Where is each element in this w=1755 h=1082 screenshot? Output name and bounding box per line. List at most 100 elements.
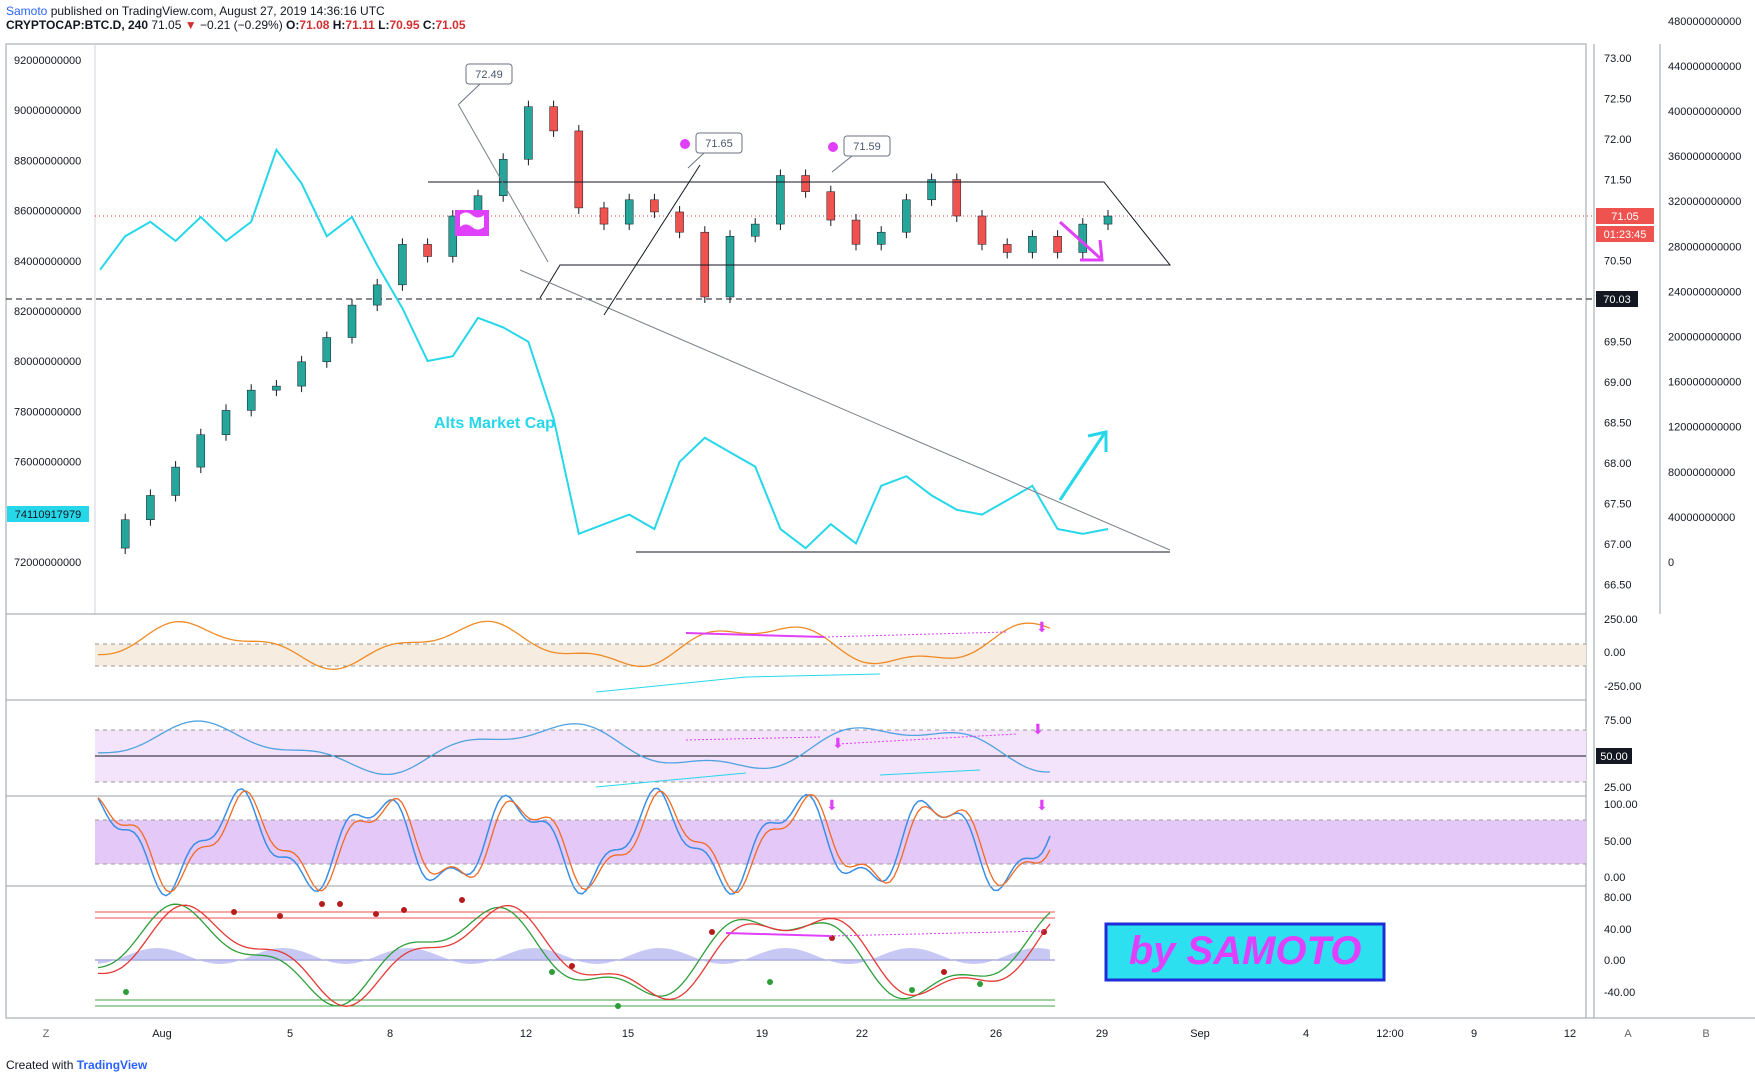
cross-dot: [941, 969, 947, 975]
candle: [977, 215, 987, 245]
left-tick-label: 90000000000: [14, 105, 81, 117]
alts-annotation: Alts Market Cap: [434, 415, 555, 432]
cross-dot: [401, 907, 407, 913]
svg-text:71.59: 71.59: [853, 141, 881, 153]
right-tick-label: 72.00: [1604, 134, 1632, 146]
time-tick-label: Sep: [1190, 1028, 1210, 1040]
cross-dot: [709, 929, 715, 935]
far-right-tick-label: 200000000000: [1668, 332, 1741, 344]
alts-market-cap-line: [99, 147, 1109, 550]
rsi-mid-label-bg: [1596, 748, 1632, 764]
time-tick-label: 12: [1564, 1028, 1576, 1040]
time-tick-label: 12: [520, 1028, 532, 1040]
candle: [549, 106, 558, 132]
stoch-pane: ⬇ ⬇: [5, 787, 1587, 897]
svg-text:0.00: 0.00: [1604, 955, 1625, 967]
candle: [1028, 236, 1037, 253]
far-right-tick-label: 0: [1668, 557, 1674, 569]
right-dominance-axis: 73.00 72.50 72.00 71.50 70.50 69.50 69.00 68.50…: [1604, 53, 1632, 592]
wavetrend-pane: by SAMOTO: [5, 885, 1587, 1019]
wedge-upper-trendline: [457, 103, 549, 263]
arrow-down-icon: ⬇: [826, 797, 838, 813]
far-right-tick-label: 320000000000: [1668, 196, 1741, 208]
svg-text:0.00: 0.00: [1604, 647, 1625, 659]
arrow-down-icon: ⬇: [1032, 721, 1044, 737]
left-tick-label: 80000000000: [14, 356, 81, 368]
svg-text:100.00: 100.00: [1604, 799, 1638, 811]
svg-text:0.00: 0.00: [1604, 872, 1625, 884]
time-tick-label: 8: [387, 1028, 393, 1040]
svg-text:80.00: 80.00: [1604, 892, 1632, 904]
right-tick-label: 71.50: [1604, 175, 1632, 187]
created-with-text: Created with: [6, 1058, 74, 1072]
time-tick-label: 26: [990, 1028, 1002, 1040]
candle: [624, 199, 634, 225]
tradingview-logo[interactable]: TradingView: [76, 1058, 148, 1072]
right-tick-label: 70.50: [1604, 256, 1632, 268]
open-value: 71.08: [299, 18, 330, 32]
svg-text:-40.00: -40.00: [1604, 987, 1635, 999]
candle: [448, 215, 458, 257]
svg-text:71.05: 71.05: [1611, 211, 1639, 223]
svg-text:40.00: 40.00: [1604, 924, 1632, 936]
candle: [297, 361, 306, 387]
cross-dot: [277, 913, 283, 919]
right-tick-label: 72.50: [1604, 94, 1632, 106]
indicator-axes: 250.00 0.00 -250.00 75.00 25.00 100.00 5…: [1604, 614, 1641, 999]
time-axis: Aug 5 8 12 15 19 22 26 29 Sep 4 12:00 9 12 Z A B: [6, 1017, 1755, 1040]
left-tick-label: 88000000000: [14, 155, 81, 167]
candle: [750, 223, 760, 237]
left-tick-label: 84000000000: [14, 256, 81, 268]
signature-box: by SAMOTO: [1104, 922, 1386, 982]
author-link[interactable]: Samoto: [6, 4, 48, 18]
far-right-tick-label: 280000000000: [1668, 241, 1741, 253]
candle: [1053, 236, 1062, 253]
candle: [599, 207, 609, 225]
low-value: 70.95: [389, 18, 420, 32]
far-right-tick-label: 160000000000: [1668, 377, 1741, 389]
candle: [524, 106, 533, 160]
info-icon: [828, 142, 838, 152]
z-button[interactable]: Z: [43, 1028, 50, 1040]
cross-dot: [319, 901, 325, 907]
cross-dot: [549, 969, 555, 975]
cross-dot: [767, 979, 773, 985]
arrow-down-icon: ⬇: [1036, 797, 1048, 813]
left-tick-label: 78000000000: [14, 406, 81, 418]
down-projection-arrow: [1058, 220, 1104, 262]
svg-text:50.00: 50.00: [1604, 836, 1632, 848]
callout-71-65: 71.65: [680, 132, 743, 169]
cross-dot: [569, 963, 575, 969]
far-right-tick-label: 400000000000: [1668, 106, 1741, 118]
candle: [120, 519, 130, 549]
main-pane: 72.49 71.65 71.59 Alts Market Cap 920000…: [5, 16, 1741, 1018]
left-value-label: 74110917979: [7, 506, 89, 522]
far-right-tick-label: 440000000000: [1668, 61, 1741, 73]
auto-scale-button[interactable]: A: [1624, 1028, 1632, 1040]
wedge-lower-trendline: [603, 164, 701, 316]
candle: [851, 219, 861, 245]
cross-dot: [123, 989, 129, 995]
candle: [322, 337, 332, 363]
svg-text:71.65: 71.65: [705, 138, 733, 150]
left-tick-label: 92000000000: [14, 55, 81, 67]
candle: [398, 244, 407, 286]
left-tick-label: 86000000000: [14, 206, 81, 218]
b-button[interactable]: B: [1702, 1028, 1709, 1040]
candle: [146, 495, 155, 521]
time-tick-label: 5: [287, 1028, 293, 1040]
time-tick-label: 22: [856, 1028, 868, 1040]
footer: Created with TradingView: [6, 1058, 147, 1072]
right-tick-label: 67.50: [1604, 499, 1632, 511]
last-price: 71.05: [151, 18, 182, 32]
far-right-tick-label: 240000000000: [1668, 286, 1741, 298]
cci-pane: ⬇: [5, 613, 1587, 701]
high-value: 71.11: [345, 18, 375, 32]
candle: [272, 385, 281, 391]
far-right-tick-label: 40000000000: [1668, 512, 1735, 524]
candle: [574, 130, 584, 209]
cross-dot: [909, 987, 915, 993]
callout-72-49: 72.49: [458, 63, 513, 105]
candle: [650, 199, 659, 213]
